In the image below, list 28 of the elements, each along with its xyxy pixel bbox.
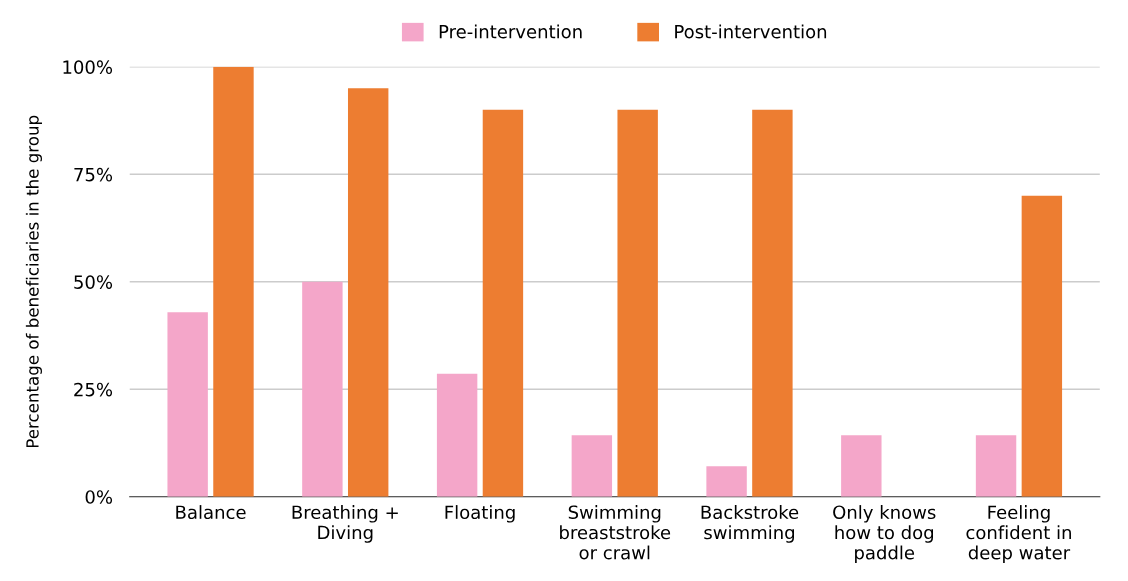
y-tick-label: 25%	[74, 382, 113, 397]
bar	[482, 109, 524, 497]
bar	[347, 88, 389, 497]
x-tick-label: Floating	[445, 505, 515, 523]
bar	[752, 109, 793, 497]
bar	[1021, 195, 1063, 497]
bar	[706, 466, 747, 497]
bar	[571, 435, 613, 497]
y-tick-label: 75%	[74, 167, 113, 182]
y-tick-label: 0%	[85, 490, 113, 504]
bar	[436, 373, 478, 497]
x-tick-label: Feeling confident in deep water	[966, 505, 1071, 563]
legend-label: Post-intervention	[675, 24, 827, 39]
bar	[213, 66, 254, 497]
bar	[302, 281, 343, 497]
y-axis-title: Percentage of beneficiaries in the group	[25, 115, 42, 448]
x-tick-label: Only knows how to dog paddle	[833, 505, 936, 563]
y-tick-label: 100%	[63, 60, 113, 74]
x-tick-label: Swimming breaststroke or crawl	[560, 505, 671, 560]
bar	[841, 435, 882, 497]
x-tick-label: Backstroke swimming	[701, 505, 799, 543]
x-tick-label: Balance	[176, 505, 246, 520]
bar	[167, 312, 208, 497]
bar	[975, 435, 1017, 497]
y-tick-label: 50%	[74, 275, 113, 289]
bar	[617, 109, 658, 497]
x-tick-label: Breathing + Diving	[292, 505, 398, 543]
legend-label: Pre-intervention	[439, 24, 582, 39]
